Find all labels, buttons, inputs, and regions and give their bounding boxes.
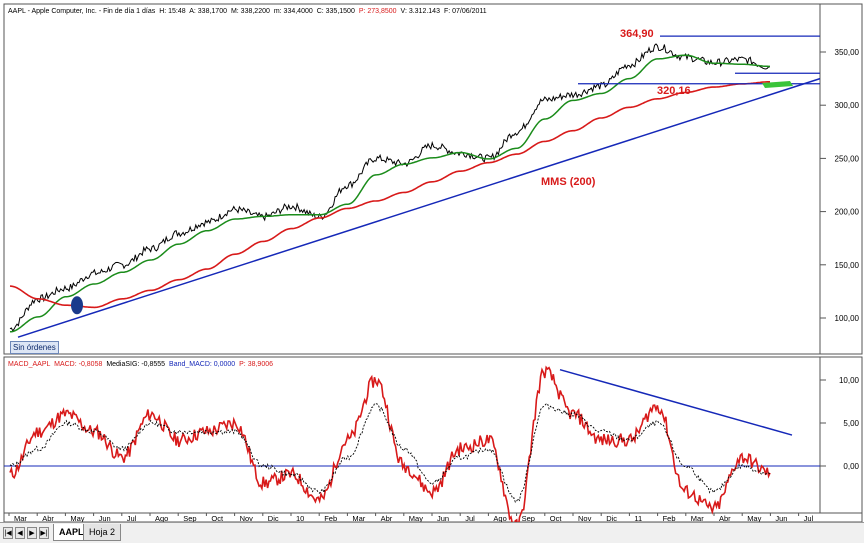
time-tick-label: Jun bbox=[775, 514, 787, 523]
time-tick-label: Nov bbox=[578, 514, 592, 523]
price-layer bbox=[9, 35, 821, 338]
price-tick-label: 100,00 bbox=[835, 314, 860, 323]
time-tick-label: Dic bbox=[268, 514, 279, 523]
price-axis-panel bbox=[819, 3, 863, 355]
price-tick-label: 200,00 bbox=[835, 208, 860, 217]
price-tick-label: 350,00 bbox=[835, 48, 860, 57]
time-tick-label: Jun bbox=[99, 514, 111, 523]
price-line bbox=[9, 43, 770, 332]
orders-button[interactable]: Sin órdenes bbox=[10, 341, 59, 354]
time-tick-label: Feb bbox=[324, 514, 337, 523]
time-tick-label: 10 bbox=[296, 514, 304, 523]
macd-tick-label: 10,00 bbox=[839, 376, 860, 385]
macd-header: MACD_AAPL MACD: -0,8058 MediaSIG: -0,855… bbox=[8, 361, 273, 368]
time-tick-label: Jul bbox=[127, 514, 137, 523]
macd-axis-panel bbox=[819, 356, 863, 514]
next-sheet-button[interactable]: ▶ bbox=[27, 527, 37, 539]
time-tick-label: Ago bbox=[493, 514, 506, 523]
time-tick-label: Mar bbox=[352, 514, 365, 523]
prev-sheet-button[interactable]: ◀ bbox=[15, 527, 25, 539]
resistance-label: 364,90 bbox=[620, 28, 654, 40]
time-tick-label: Mar bbox=[691, 514, 704, 523]
price-tick-label: 150,00 bbox=[835, 261, 860, 270]
time-tick-label: Dic bbox=[606, 514, 617, 523]
time-tick-label: May bbox=[747, 514, 761, 523]
time-tick-label: May bbox=[70, 514, 84, 523]
macd-panel bbox=[3, 356, 821, 514]
time-tick-label: Mar bbox=[14, 514, 27, 523]
ma200-line bbox=[9, 81, 770, 309]
price-panel bbox=[3, 3, 821, 355]
time-tick-label: Oct bbox=[211, 514, 224, 523]
time-tick-label: Abr bbox=[381, 514, 393, 523]
time-tick-label: Oct bbox=[550, 514, 563, 523]
time-tick-label: Sep bbox=[522, 514, 535, 523]
time-tick-label: Abr bbox=[42, 514, 54, 523]
support-zone bbox=[762, 81, 793, 88]
time-tick-label: 11 bbox=[634, 514, 642, 523]
support-label: 320,16 bbox=[657, 85, 691, 97]
macd-tick-label: 5,00 bbox=[843, 419, 859, 428]
time-tick-label: Jun bbox=[437, 514, 449, 523]
signal-line bbox=[9, 403, 771, 503]
time-tick-label: Abr bbox=[719, 514, 731, 523]
price-header: AAPL - Apple Computer, Inc. - Fin de día… bbox=[8, 8, 487, 15]
sheet-tab-strip: |◀ ◀ ▶ ▶| AAPL Hoja 2 bbox=[0, 522, 864, 543]
macd-line bbox=[9, 365, 771, 532]
axis-layer: 350,00300,00250,00200,00150,00100,0010,0… bbox=[8, 48, 860, 523]
crossover-marker bbox=[71, 296, 83, 315]
price-tick-label: 300,00 bbox=[835, 101, 860, 110]
time-tick-label: Jul bbox=[465, 514, 475, 523]
time-tick-label: Jul bbox=[804, 514, 814, 523]
short-ma-line bbox=[9, 54, 770, 333]
time-tick-label: May bbox=[409, 514, 423, 523]
time-tick-label: Ago bbox=[155, 514, 168, 523]
time-tick-label: Sep bbox=[183, 514, 196, 523]
first-sheet-button[interactable]: |◀ bbox=[3, 527, 13, 539]
last-sheet-button[interactable]: ▶| bbox=[39, 527, 49, 539]
macd-layer bbox=[4, 365, 820, 532]
time-tick-label: Feb bbox=[663, 514, 676, 523]
macd-trend-line bbox=[559, 368, 793, 436]
sheet-tab-hoja2[interactable]: Hoja 2 bbox=[83, 524, 122, 541]
trend-line bbox=[17, 77, 821, 338]
macd-tick-label: 0,00 bbox=[843, 462, 859, 471]
time-tick-label: Nov bbox=[240, 514, 254, 523]
mms-label: MMS (200) bbox=[541, 176, 596, 188]
price-tick-label: 250,00 bbox=[835, 154, 860, 163]
